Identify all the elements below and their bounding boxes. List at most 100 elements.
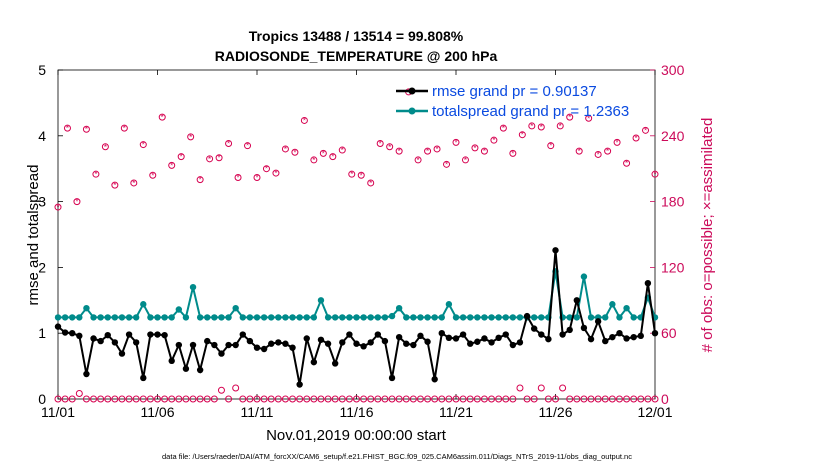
rmse-point — [367, 339, 374, 346]
obs-low-possible-marker — [154, 395, 161, 403]
obs-low-possible-marker — [601, 395, 609, 403]
rmse-point — [616, 330, 623, 337]
obs-possible-marker — [73, 198, 81, 206]
obs-assimilated-marker: * — [123, 124, 126, 133]
legend-marker-rmse — [408, 87, 416, 95]
obs-low-possible-marker — [623, 395, 631, 403]
rmse-point — [509, 341, 517, 349]
obs-low-possible-marker — [90, 395, 98, 403]
obs-possible-marker — [130, 179, 138, 187]
obs-assimilated-marker: * — [236, 173, 239, 182]
rmse-point — [566, 326, 573, 334]
obs-low-possible-marker — [82, 395, 90, 403]
obs-low-possible-marker — [552, 395, 559, 403]
obs-low-possible-marker — [502, 395, 510, 403]
obs-low-possible-marker — [260, 395, 268, 403]
obs-possible-marker — [225, 139, 233, 147]
spread-point — [417, 314, 424, 321]
y-tick-label: 5 — [38, 62, 46, 78]
legend-label-spread: totalspread grand pr = 1.2363 — [432, 103, 629, 120]
spread-point — [275, 314, 282, 321]
y-tick-label-right: 60 — [661, 325, 677, 341]
obs-possible-marker — [537, 123, 545, 131]
obs-possible-marker — [642, 126, 650, 134]
obs-assimilated-marker: * — [369, 179, 372, 188]
obs-possible-marker — [272, 169, 280, 177]
rmse-point — [346, 331, 353, 338]
obs-assimilated-marker: * — [454, 138, 457, 147]
rmse-point — [317, 336, 325, 343]
obs-assimilated-marker: * — [417, 156, 420, 165]
spread-point — [395, 304, 403, 312]
rmse-point — [104, 331, 111, 339]
obs-low-possible-marker — [523, 395, 531, 403]
rmse-point — [339, 339, 346, 346]
obs-low-possible-marker — [431, 395, 439, 403]
spread-point — [616, 314, 623, 321]
obs-low-possible-marker — [289, 395, 297, 403]
x-tick-label: 11/16 — [340, 404, 374, 420]
rmse-point — [623, 335, 630, 342]
obs-assimilated-marker: * — [398, 147, 401, 156]
spread-point — [225, 314, 232, 321]
obs-low-possible-marker — [381, 395, 389, 403]
spread-point — [90, 314, 97, 321]
spread-point — [438, 314, 445, 321]
spread-point — [268, 314, 275, 321]
obs-possible-marker — [443, 160, 451, 168]
rmse-point — [431, 376, 438, 383]
x-tick-label: 11/01 — [41, 404, 75, 420]
obs-possible-marker — [177, 153, 185, 161]
y-axis-label: rmse and totalspread — [25, 165, 42, 306]
rmse-point — [637, 332, 644, 340]
obs-assimilated-marker: * — [189, 133, 192, 142]
spread-point — [76, 314, 83, 321]
spread-point — [317, 297, 325, 304]
obs-low-possible-marker — [146, 395, 154, 403]
obs-assimilated-marker: * — [208, 155, 211, 164]
obs-possible-marker — [291, 148, 299, 156]
rmse-point — [587, 335, 595, 343]
x-tick-label: 12/01 — [637, 404, 672, 420]
obs-low-possible-marker — [580, 395, 588, 403]
spread-point — [360, 314, 367, 321]
obs-possible-marker — [632, 134, 640, 142]
obs-low-possible-marker — [402, 395, 410, 403]
rmse-point — [651, 330, 659, 337]
obs-assimilated-marker: * — [350, 170, 353, 179]
x-tick-label: 11/21 — [439, 404, 473, 420]
obs-possible-marker — [367, 179, 375, 187]
y-axis-right-ticks: 0 60 120 180 240 300 — [650, 62, 685, 407]
spread-point — [175, 306, 183, 313]
obs-assimilated-marker: * — [483, 147, 486, 156]
obs-assimilated-marker: * — [274, 169, 277, 178]
spread-point — [147, 314, 154, 321]
rmse-point — [76, 332, 83, 340]
obs-low-possible-marker — [210, 395, 218, 403]
obs-possible-marker — [158, 113, 166, 121]
spread-point — [452, 314, 460, 321]
obs-possible-marker — [499, 124, 507, 132]
obs-low-possible-marker — [488, 395, 496, 403]
rmse-point — [189, 341, 197, 349]
spread-point — [353, 314, 360, 321]
y-tick-label-right: 0 — [661, 391, 669, 407]
spread-point — [331, 314, 339, 321]
obs-assimilated-marker: * — [521, 131, 524, 140]
x-tick-label: 11/06 — [141, 404, 175, 420]
obs-possible-marker — [490, 136, 498, 144]
obs-low-possible-marker — [516, 384, 524, 392]
obs-assimilated-marker: * — [549, 142, 552, 151]
obs-low-possible-marker — [587, 395, 595, 403]
spread-point — [424, 314, 431, 321]
spread-point — [339, 314, 346, 321]
spread-point — [111, 314, 119, 321]
rmse-point — [552, 247, 559, 254]
rmse-point — [530, 325, 538, 332]
obs-assimilated-marker: * — [502, 124, 505, 133]
obs-assimilated-marker: * — [616, 138, 619, 147]
obs-assimilated-marker: * — [284, 145, 287, 154]
rmse-point — [445, 334, 453, 342]
obs-low-possible-marker — [615, 395, 623, 403]
rmse-point — [495, 334, 502, 342]
